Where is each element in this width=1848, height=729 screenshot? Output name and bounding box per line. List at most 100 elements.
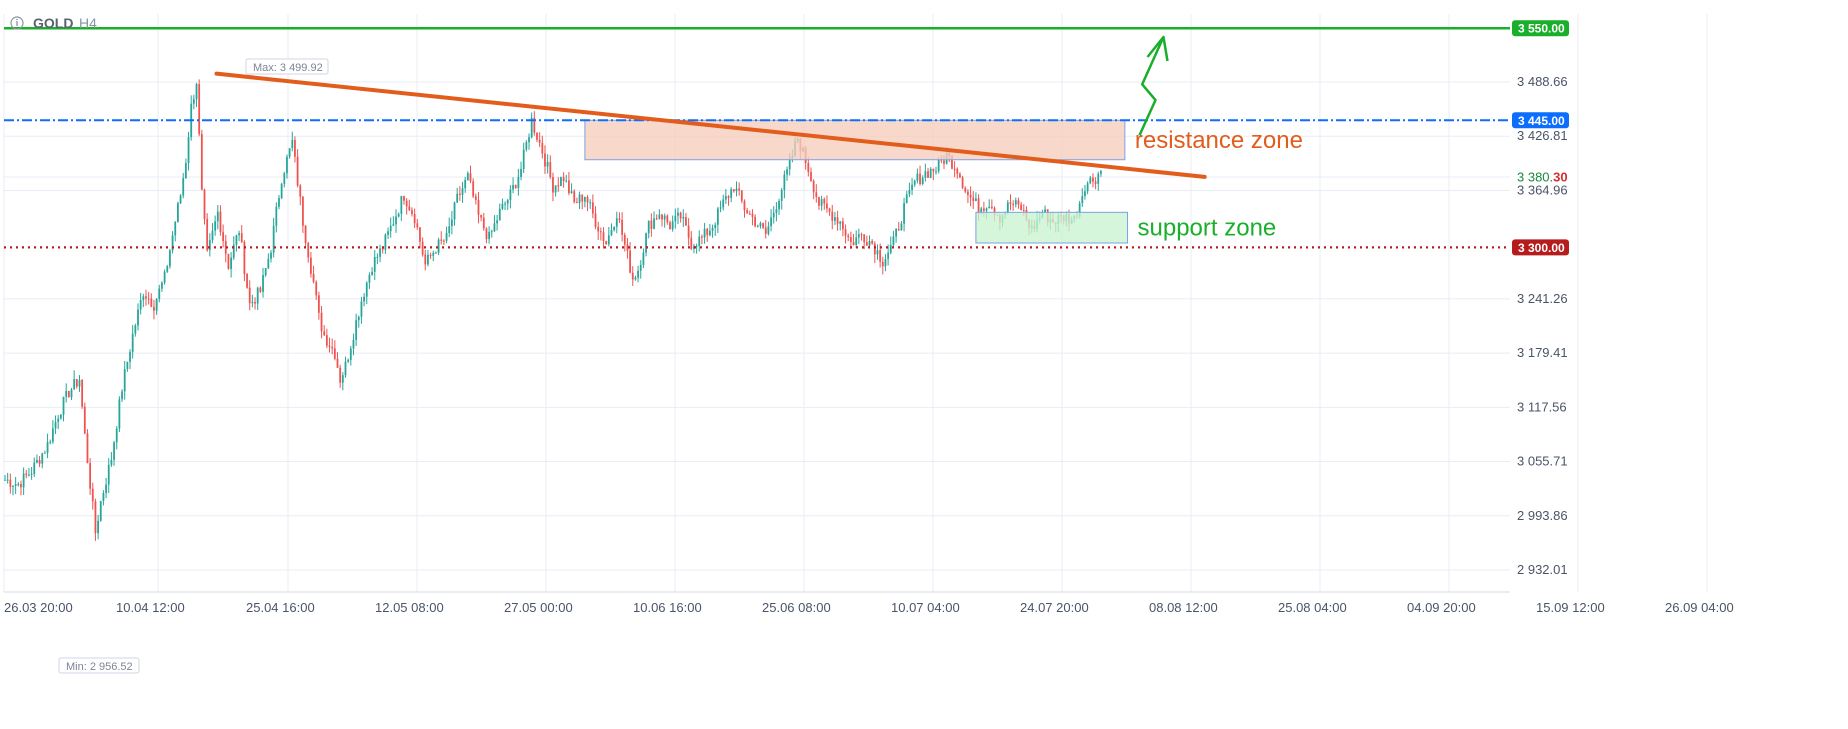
candle-body [453, 202, 456, 220]
candle-body [14, 484, 17, 486]
candle-body [871, 240, 874, 244]
candle-body [320, 312, 323, 332]
projection-arrow[interactable] [1138, 36, 1165, 136]
candle-body [533, 117, 536, 133]
candle-body [586, 196, 589, 203]
candle-body [780, 189, 783, 201]
candle-body [235, 235, 238, 245]
candle-body [985, 208, 988, 211]
candle-body [421, 241, 424, 255]
support-price-badge [1512, 239, 1569, 256]
candle-body [131, 333, 134, 352]
timeframe-label[interactable]: H4 [79, 15, 97, 31]
candle-body [477, 199, 480, 215]
candle-body [65, 390, 68, 397]
candle-body [46, 442, 49, 453]
candle-body [849, 237, 852, 243]
candle-body [865, 242, 868, 246]
price-axis[interactable]: 3 488.66 3 426.81 3 364.96 3 241.26 3 179.41… [1512, 20, 1569, 577]
candle-body [937, 158, 940, 172]
candle-body [123, 369, 126, 392]
candle-body [820, 199, 823, 206]
candle-body [363, 296, 365, 302]
candle-body [360, 301, 363, 317]
candle-body [679, 212, 682, 219]
candle-body [993, 207, 996, 215]
candle-body [935, 171, 937, 173]
candle-body [448, 226, 451, 233]
candle-body [429, 254, 432, 256]
candle-body [842, 221, 844, 230]
candle-body [924, 171, 927, 178]
candle-body [655, 218, 658, 220]
candle-body [943, 160, 945, 164]
candle-body [232, 244, 235, 258]
candle-body [687, 225, 690, 238]
candle-body [522, 149, 525, 169]
candle-body [1084, 191, 1086, 197]
candle-body [573, 191, 576, 203]
min-tag-box [58, 657, 140, 674]
candle-body [597, 226, 600, 232]
candle-body [336, 358, 339, 368]
candle-body [836, 217, 839, 224]
candle-body [110, 459, 113, 465]
candle-body [323, 331, 326, 336]
candle-body [581, 194, 584, 202]
candle-body [179, 195, 182, 204]
candle-body [81, 380, 84, 407]
current-price-main: 3 380. [1517, 169, 1553, 184]
support-zone-box[interactable] [975, 211, 1129, 244]
candle-body [897, 228, 900, 231]
info-icon-dot [16, 18, 18, 21]
candle-body [158, 288, 161, 300]
candle-body [568, 180, 570, 194]
current-price-label: 3 380.30 [1517, 169, 1568, 184]
candle-body [161, 282, 163, 289]
time-tick-label: 10.04 12:00 [116, 600, 185, 615]
candle-body [562, 177, 565, 182]
candle-body [629, 250, 631, 273]
candle-body [200, 134, 203, 190]
candle-body [1044, 209, 1046, 213]
candle-body [312, 273, 315, 282]
max-tag-text: Max: 3 499.92 [253, 62, 323, 74]
candle-body [496, 220, 498, 224]
candle-body [722, 199, 725, 208]
candle-body [73, 379, 76, 390]
candle-body [163, 271, 166, 283]
candle-body [594, 213, 597, 227]
candle-body [730, 189, 733, 198]
candle-body [405, 200, 408, 207]
candle-body [339, 367, 342, 383]
candle-body [97, 520, 99, 534]
candle-body [70, 389, 73, 398]
candle-body [719, 207, 722, 209]
candle-body [677, 212, 679, 216]
candle-body [605, 241, 608, 245]
time-axis[interactable]: 26.03 20:00 10.04 12:00 25.04 16:00 12.05 0… [4, 600, 1734, 615]
candle-body [671, 221, 674, 230]
candle-body [549, 162, 552, 178]
support-price-label: 3 300.00 [1518, 241, 1565, 255]
overlays: resistance zone support zone Max: 3 499.92… [4, 26, 1510, 674]
time-tick-label: 26.03 20:00 [4, 600, 73, 615]
candle-body [379, 248, 381, 257]
candle-body [485, 228, 488, 240]
descending-trendline[interactable] [214, 71, 1207, 179]
candle-body [727, 196, 730, 198]
candle-body [506, 199, 509, 204]
candle-body [381, 248, 384, 250]
candle-body [466, 173, 469, 180]
projection-arrow-head [1146, 35, 1169, 62]
candle-body [450, 219, 453, 227]
candle-body [445, 232, 448, 241]
candle-body [956, 168, 959, 174]
candle-body [25, 473, 28, 475]
info-icon[interactable] [10, 16, 24, 30]
candle-body [419, 227, 421, 242]
candle-body [740, 190, 743, 201]
candle-body [20, 484, 22, 488]
candle-body [182, 178, 185, 196]
